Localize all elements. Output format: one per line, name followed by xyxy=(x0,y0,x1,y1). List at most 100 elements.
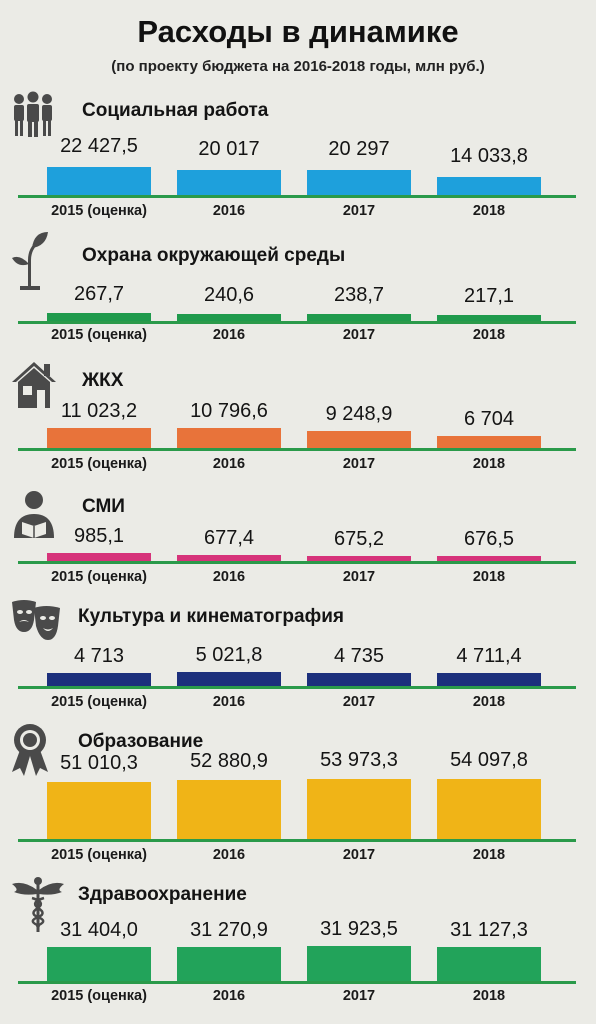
data-label: 20 017 xyxy=(198,138,260,160)
data-label: 217,1 xyxy=(463,285,515,307)
x-tick-label: 2018 xyxy=(472,569,506,585)
data-label: 9 248,9 xyxy=(325,403,393,425)
x-tick-label: 2018 xyxy=(472,327,506,343)
reader-icon xyxy=(10,490,58,545)
bar xyxy=(307,431,411,448)
data-label: 4 735 xyxy=(333,645,385,667)
section-title: Культура и кинематография xyxy=(78,606,344,627)
baseline xyxy=(18,448,576,451)
data-label: 240,6 xyxy=(203,284,255,306)
bar xyxy=(437,947,541,981)
bar xyxy=(437,436,541,448)
bar xyxy=(47,947,151,981)
data-label: 14 033,8 xyxy=(450,145,528,167)
baseline xyxy=(18,561,576,564)
data-label: 238,7 xyxy=(333,284,385,306)
x-tick-label: 2015 (оценка) xyxy=(51,694,147,710)
bar xyxy=(47,673,151,686)
x-tick-label: 2016 xyxy=(212,694,246,710)
medal-icon xyxy=(10,722,50,783)
data-label: 31 404,0 xyxy=(60,919,138,941)
baseline xyxy=(18,321,576,324)
theater-masks-icon xyxy=(10,598,62,647)
x-tick-label: 2016 xyxy=(212,203,246,219)
x-tick-label: 2017 xyxy=(342,569,376,585)
x-tick-label: 2017 xyxy=(342,327,376,343)
data-label: 985,1 xyxy=(73,525,125,547)
data-label: 11 023,2 xyxy=(60,400,138,422)
bar xyxy=(177,314,281,321)
bar xyxy=(177,428,281,448)
x-tick-label: 2018 xyxy=(472,456,506,472)
data-label: 53 973,3 xyxy=(320,749,398,771)
x-tick-label: 2016 xyxy=(212,569,246,585)
section-title: СМИ xyxy=(82,496,125,517)
data-label: 6 704 xyxy=(463,408,515,430)
data-label: 31 127,3 xyxy=(450,919,528,941)
x-tick-label: 2017 xyxy=(342,988,376,1004)
x-tick-label: 2015 (оценка) xyxy=(51,203,147,219)
x-tick-label: 2017 xyxy=(342,456,376,472)
data-label: 31 270,9 xyxy=(190,919,268,941)
section-title: Социальная работа xyxy=(82,100,269,121)
data-label: 5 021,8 xyxy=(195,644,263,666)
bar xyxy=(47,313,151,321)
x-tick-label: 2018 xyxy=(472,694,506,710)
data-label: 31 923,5 xyxy=(320,918,398,940)
bar xyxy=(47,167,151,195)
data-label: 676,5 xyxy=(463,528,515,550)
bar xyxy=(177,672,281,686)
bar xyxy=(307,170,411,195)
bar xyxy=(47,553,151,561)
bar xyxy=(437,177,541,195)
x-tick-label: 2015 (оценка) xyxy=(51,327,147,343)
bar xyxy=(177,555,281,561)
baseline xyxy=(18,686,576,689)
baseline xyxy=(18,839,576,842)
bar xyxy=(177,780,281,839)
baseline xyxy=(18,195,576,198)
data-label: 4 711,4 xyxy=(456,645,522,667)
x-tick-label: 2015 (оценка) xyxy=(51,569,147,585)
x-tick-label: 2016 xyxy=(212,456,246,472)
x-tick-label: 2017 xyxy=(342,847,376,863)
bar xyxy=(307,946,411,981)
section-title: Здравоохранение xyxy=(78,884,247,905)
data-label: 267,7 xyxy=(73,283,125,305)
data-label: 54 097,8 xyxy=(450,749,528,771)
x-tick-label: 2016 xyxy=(212,847,246,863)
x-tick-label: 2016 xyxy=(212,327,246,343)
bar xyxy=(307,314,411,321)
data-label: 677,4 xyxy=(203,527,255,549)
x-tick-label: 2018 xyxy=(472,847,506,863)
bar xyxy=(47,782,151,839)
data-label: 675,2 xyxy=(333,528,385,550)
x-tick-label: 2016 xyxy=(212,988,246,1004)
data-label: 20 297 xyxy=(328,138,390,160)
caduceus-icon xyxy=(10,876,66,939)
data-label: 52 880,9 xyxy=(190,750,268,772)
bar xyxy=(437,556,541,561)
section-title: ЖКХ xyxy=(82,370,124,391)
data-label: 22 427,5 xyxy=(60,135,138,157)
bar xyxy=(47,428,151,448)
house-icon xyxy=(10,358,58,415)
x-tick-label: 2018 xyxy=(472,203,506,219)
bar xyxy=(177,947,281,981)
data-label: 51 010,3 xyxy=(60,752,138,774)
x-tick-label: 2015 (оценка) xyxy=(51,456,147,472)
bar xyxy=(307,556,411,561)
section-title: Образование xyxy=(78,731,204,752)
x-tick-label: 2018 xyxy=(472,988,506,1004)
sprout-icon xyxy=(10,230,50,297)
people-icon xyxy=(10,90,56,143)
chart-title: Расходы в динамике xyxy=(137,14,459,49)
x-tick-label: 2015 (оценка) xyxy=(51,847,147,863)
data-label: 10 796,6 xyxy=(190,400,268,422)
bar xyxy=(437,315,541,321)
chart-subtitle: (по проекту бюджета на 2016-2018 годы, м… xyxy=(111,58,485,75)
section-title: Охрана окружающей среды xyxy=(82,245,346,266)
bar xyxy=(437,779,541,839)
bar xyxy=(307,673,411,686)
